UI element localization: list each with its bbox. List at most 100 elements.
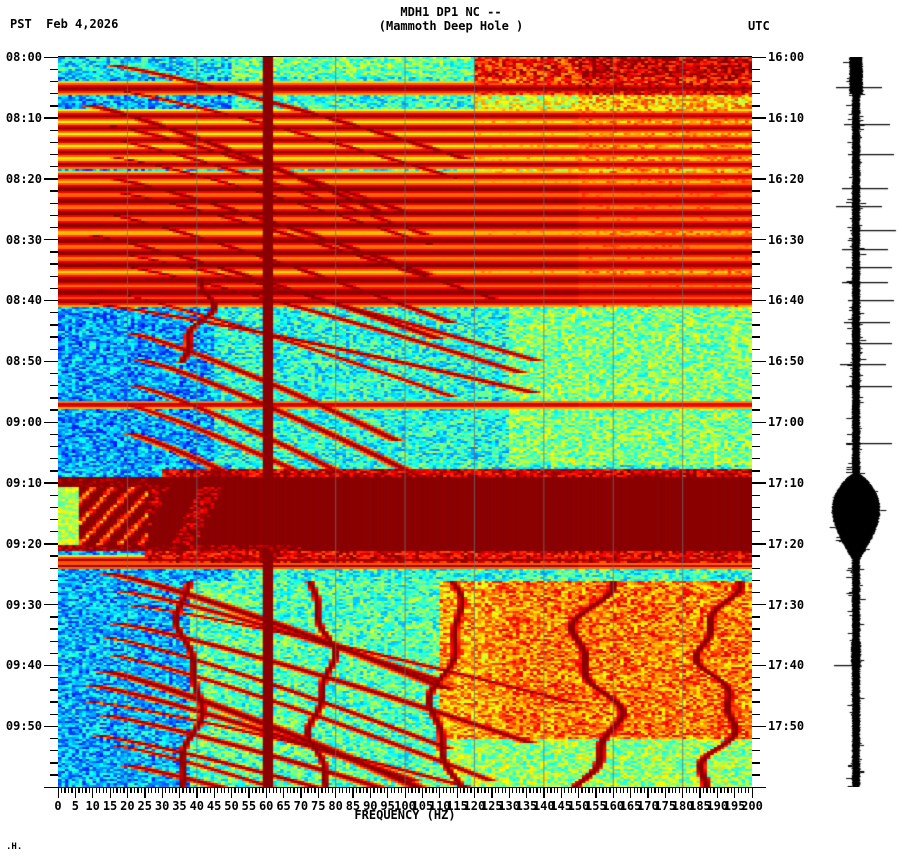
- x-tick: [85, 787, 87, 793]
- x-tick: [692, 787, 694, 793]
- y-axis-left-tick-label: 09:20: [5, 536, 42, 551]
- x-tick: [668, 787, 670, 793]
- x-axis-tick-label: 90: [363, 799, 378, 813]
- y-tick-left: [50, 190, 58, 192]
- x-tick: [727, 787, 729, 793]
- y-tick-right: [752, 312, 760, 314]
- x-tick: [262, 787, 264, 793]
- x-tick: [581, 787, 583, 793]
- y-tick-left: [44, 299, 58, 302]
- y-axis-left-tick-label: 08:40: [5, 293, 42, 308]
- x-axis-tick-label: 0: [54, 799, 62, 813]
- y-tick-left: [50, 652, 58, 655]
- x-tick: [217, 787, 219, 793]
- x-tick: [383, 787, 385, 793]
- x-tick: [227, 787, 229, 793]
- x-tick: [439, 787, 441, 798]
- x-axis-tick-label: 195: [723, 799, 746, 813]
- y-tick-left: [50, 275, 58, 277]
- x-axis-tick-label: 100: [394, 799, 416, 813]
- x-tick: [446, 787, 448, 793]
- x-tick: [321, 787, 323, 793]
- y-tick-left: [50, 433, 58, 436]
- y-axis-right-tick-label: 16:40: [768, 293, 805, 308]
- x-axis-tick-label: 185: [689, 799, 711, 813]
- y-tick-left: [50, 336, 58, 338]
- x-tick: [605, 787, 608, 793]
- x-tick: [78, 787, 80, 793]
- x-axis-tick-label: 200: [741, 799, 763, 813]
- y-tick-left: [50, 737, 58, 740]
- x-tick: [342, 787, 344, 793]
- spectrogram-canvas[interactable]: [58, 57, 752, 787]
- x-tick: [335, 787, 337, 798]
- y-tick-right: [752, 336, 760, 338]
- y-tick-left: [44, 56, 58, 58]
- x-tick: [734, 787, 736, 798]
- y-tick-left: [50, 713, 58, 715]
- x-tick: [196, 787, 198, 798]
- x-tick: [289, 787, 292, 793]
- x-tick: [519, 787, 521, 793]
- y-tick-right: [752, 117, 766, 119]
- x-tick: [626, 787, 628, 793]
- x-tick: [501, 787, 503, 793]
- x-axis-tick-label: 135: [515, 799, 538, 813]
- x-tick: [338, 787, 340, 793]
- x-tick: [671, 787, 673, 793]
- x-axis-tick-label: 170: [637, 799, 659, 813]
- x-tick: [307, 787, 309, 793]
- y-tick-right: [752, 263, 760, 265]
- y-tick-right: [752, 640, 760, 642]
- y-tick-left: [50, 518, 58, 521]
- seismogram-canvas: [820, 57, 902, 787]
- x-tick: [466, 787, 469, 793]
- y-axis-left-tick-label: 08:00: [5, 50, 42, 64]
- x-tick: [453, 787, 455, 793]
- y-tick-left: [50, 677, 58, 679]
- x-tick: [640, 787, 642, 793]
- y-axis-right-tick-label: 17:10: [768, 475, 805, 490]
- y-tick-right: [752, 737, 760, 740]
- x-tick: [168, 787, 170, 793]
- y-tick-left: [50, 494, 58, 496]
- y-tick-left: [50, 409, 58, 411]
- y-axis-left-tick-label: 09:00: [5, 415, 42, 429]
- x-tick: [140, 787, 143, 793]
- x-tick: [237, 787, 240, 793]
- x-tick: [165, 787, 167, 793]
- x-tick: [172, 787, 174, 793]
- y-tick-left: [50, 153, 58, 156]
- y-tick-right: [752, 178, 766, 180]
- page-title: MDH1 DP1 NC --: [400, 5, 502, 19]
- y-tick-left: [50, 458, 58, 460]
- y-tick-left: [50, 774, 58, 776]
- x-tick: [432, 787, 434, 793]
- header-local-time-label: PST Feb 4,2026: [10, 17, 119, 31]
- x-tick: [695, 787, 698, 793]
- x-tick: [269, 787, 271, 793]
- x-tick: [161, 787, 163, 798]
- x-tick: [741, 787, 743, 793]
- spectrogram-plot[interactable]: [58, 57, 752, 787]
- y-tick-right: [752, 762, 760, 764]
- y-tick-left: [50, 445, 58, 448]
- x-tick: [709, 787, 712, 793]
- y-tick-right: [752, 68, 760, 71]
- y-tick-right: [752, 531, 760, 533]
- y-axis-right-tick-label: 17:50: [768, 719, 805, 734]
- x-tick: [442, 787, 444, 793]
- x-tick: [706, 787, 708, 793]
- x-tick: [231, 787, 233, 798]
- y-tick-right: [752, 543, 766, 545]
- x-tick: [470, 787, 472, 793]
- x-tick: [352, 787, 354, 798]
- x-tick: [92, 787, 94, 798]
- y-tick-right: [752, 275, 760, 277]
- y-tick-left: [50, 129, 58, 131]
- x-tick: [203, 787, 205, 793]
- station-name: (Mammoth Deep Hole ): [378, 19, 524, 33]
- corner-mark: .H.: [6, 842, 23, 852]
- x-tick: [81, 787, 84, 793]
- y-tick-right: [752, 166, 760, 168]
